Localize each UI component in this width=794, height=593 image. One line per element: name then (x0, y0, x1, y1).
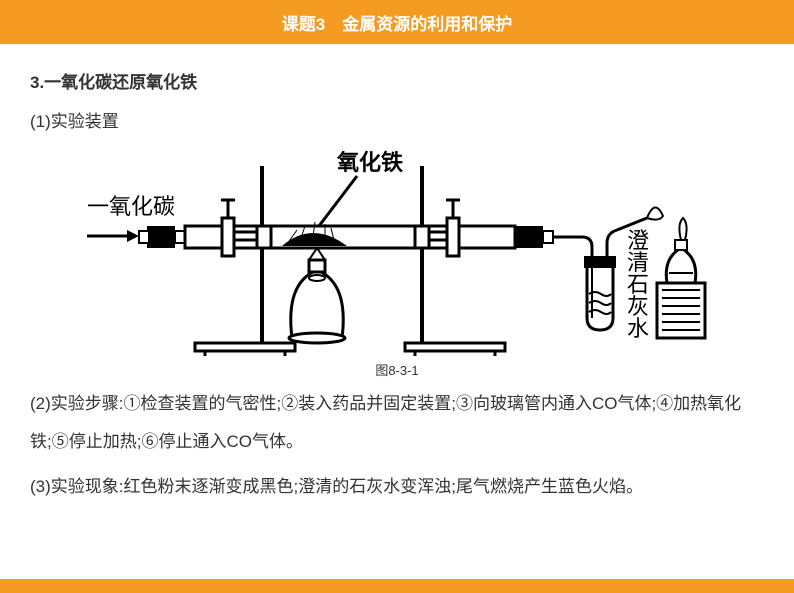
apparatus-diagram: 一氧化碳 澄 (30, 148, 764, 379)
label-fe2o3: 氧化铁 (336, 150, 403, 175)
svg-text:水: 水 (627, 316, 649, 341)
label-co: 一氧化碳 (87, 194, 175, 219)
page-header: 课题3 金属资源的利用和保护 (0, 0, 794, 44)
line-steps: (2)实验步骤:①检查装置的气密性;②装入药品并固定装置;③向玻璃管内通入CO气… (30, 385, 764, 460)
header-title: 课题3 金属资源的利用和保护 (282, 10, 512, 35)
section-title: 3.一氧化碳还原氧化铁 (30, 68, 764, 93)
diagram-caption: 图8-3-1 (375, 360, 418, 379)
diagram-svg: 一氧化碳 澄 (87, 148, 707, 358)
line-phenomena: (3)实验现象:红色粉末逐渐变成黑色;澄清的石灰水变浑浊;尾气燃烧产生蓝色火焰。 (30, 468, 764, 505)
page-footer (0, 579, 794, 593)
page-content: 3.一氧化碳还原氧化铁 (1)实验装置 一氧化碳 (0, 44, 794, 524)
line-apparatus: (1)实验装置 (30, 103, 764, 140)
